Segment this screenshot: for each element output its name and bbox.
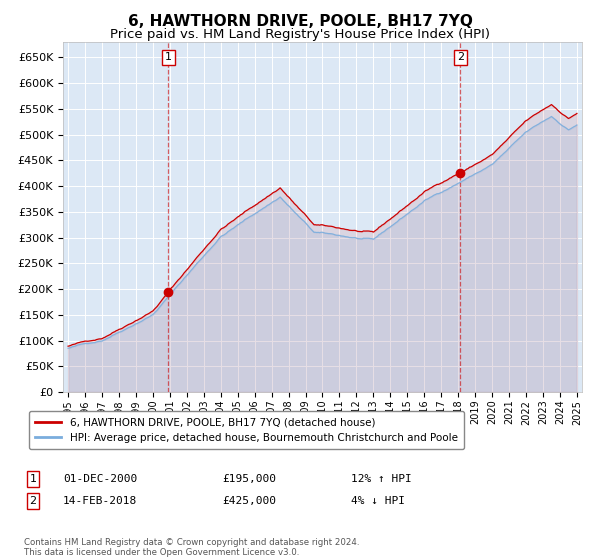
Text: 4% ↓ HPI: 4% ↓ HPI: [351, 496, 405, 506]
Text: £195,000: £195,000: [222, 474, 276, 484]
Text: Price paid vs. HM Land Registry's House Price Index (HPI): Price paid vs. HM Land Registry's House …: [110, 28, 490, 41]
Text: £425,000: £425,000: [222, 496, 276, 506]
Text: 1: 1: [165, 53, 172, 63]
Text: 12% ↑ HPI: 12% ↑ HPI: [351, 474, 412, 484]
Text: 6, HAWTHORN DRIVE, POOLE, BH17 7YQ: 6, HAWTHORN DRIVE, POOLE, BH17 7YQ: [128, 14, 472, 29]
Text: 2: 2: [29, 496, 37, 506]
Legend: 6, HAWTHORN DRIVE, POOLE, BH17 7YQ (detached house), HPI: Average price, detache: 6, HAWTHORN DRIVE, POOLE, BH17 7YQ (deta…: [29, 411, 464, 449]
Text: 14-FEB-2018: 14-FEB-2018: [63, 496, 137, 506]
Text: 2: 2: [457, 53, 464, 63]
Text: 01-DEC-2000: 01-DEC-2000: [63, 474, 137, 484]
Text: Contains HM Land Registry data © Crown copyright and database right 2024.
This d: Contains HM Land Registry data © Crown c…: [24, 538, 359, 557]
Text: 1: 1: [29, 474, 37, 484]
